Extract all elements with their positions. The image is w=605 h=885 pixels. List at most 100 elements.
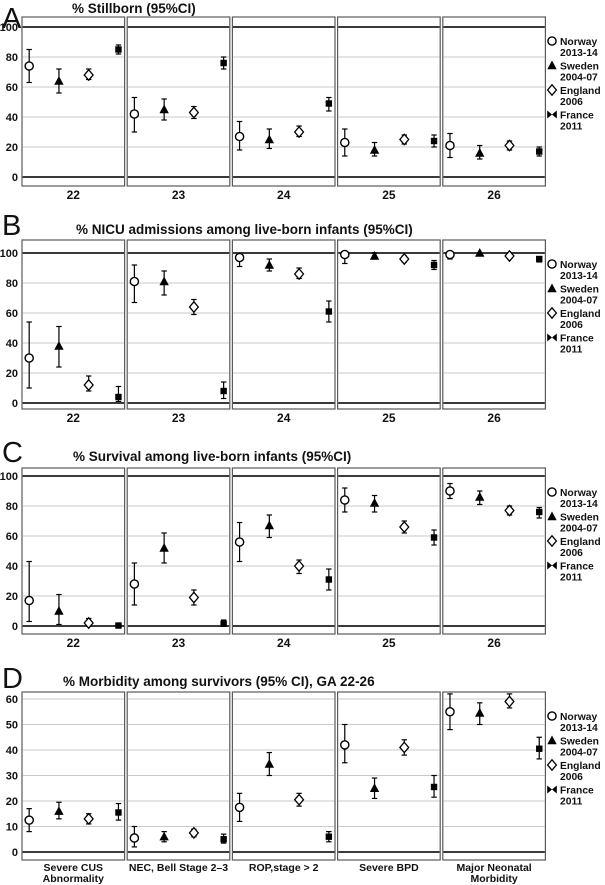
data-point-england bbox=[293, 125, 305, 139]
legend-triangle-icon bbox=[547, 735, 557, 745]
data-point-sweden bbox=[159, 276, 169, 286]
data-point-france bbox=[220, 387, 227, 395]
data-point-sweden bbox=[54, 76, 64, 85]
legend-diamond-icon bbox=[546, 83, 558, 97]
data-point-sweden bbox=[159, 104, 169, 114]
legend-sublabel: 2006 bbox=[560, 548, 583, 559]
data-point-norway bbox=[234, 537, 245, 547]
legend-sublabel: 2013-14 bbox=[560, 723, 598, 734]
panel-title: % NICU admissions among live-born infant… bbox=[76, 222, 413, 237]
data-point-sweden bbox=[369, 251, 380, 260]
data-point-sweden bbox=[264, 520, 275, 530]
legend-sublabel: 2011 bbox=[560, 797, 583, 808]
legend-label: Sweden bbox=[560, 737, 599, 748]
data-point-norway bbox=[129, 276, 140, 287]
data-point-france bbox=[220, 836, 227, 843]
series-england bbox=[83, 249, 515, 392]
data-point-sweden bbox=[54, 806, 64, 815]
data-point-england bbox=[504, 139, 515, 152]
y-tick-label: 0 bbox=[12, 621, 18, 633]
legend-label: Norway bbox=[560, 260, 597, 271]
data-point-norway bbox=[339, 137, 350, 148]
data-point-england bbox=[504, 695, 515, 708]
legend: Norway2013-14Sweden2004-07England2006Fra… bbox=[546, 711, 601, 808]
y-tick-label: 80 bbox=[6, 501, 18, 513]
data-point-norway bbox=[445, 249, 455, 260]
data-point-norway bbox=[339, 249, 350, 260]
y-tick-label: 30 bbox=[6, 770, 18, 782]
y-tick-label: 10 bbox=[6, 821, 18, 833]
x-tick-label: 24 bbox=[277, 636, 291, 650]
panel-c: C % Survival among live-born infants (95%… bbox=[0, 437, 601, 650]
y-tick-label: 40 bbox=[6, 338, 18, 350]
data-point-norway bbox=[24, 815, 34, 825]
legend-diamond-icon bbox=[546, 306, 558, 320]
x-tick-label: Morbidity bbox=[470, 873, 517, 885]
legend-label: France bbox=[560, 786, 594, 797]
y-tick-label: 40 bbox=[6, 112, 18, 124]
x-tick-label: 26 bbox=[487, 188, 501, 202]
y-tick-label: 20 bbox=[6, 591, 18, 603]
y-tick-label: 60 bbox=[6, 308, 18, 320]
data-point-france bbox=[536, 255, 543, 263]
data-point-england bbox=[293, 267, 305, 281]
legend-label: Sweden bbox=[560, 513, 599, 524]
y-tick-label: 0 bbox=[12, 847, 18, 859]
legend-label: Sweden bbox=[560, 62, 599, 73]
x-tick-label: NEC, Bell Stage 2–3 bbox=[129, 862, 228, 874]
panel-d: D % Morbidity among survivors (95% CI), G… bbox=[2, 663, 601, 885]
data-point-england bbox=[188, 300, 200, 314]
x-tick-label: Major Neonatal bbox=[456, 862, 531, 874]
x-tick-label: 25 bbox=[382, 188, 396, 202]
legend-circle-icon bbox=[547, 711, 557, 721]
data-point-sweden bbox=[54, 341, 64, 350]
data-point-sweden bbox=[159, 543, 169, 552]
data-point-norway bbox=[234, 252, 245, 263]
y-tick-label: 100 bbox=[0, 471, 18, 483]
panel-title: % Morbidity among survivors (95% CI), GA… bbox=[63, 674, 375, 689]
data-point-norway bbox=[24, 595, 34, 606]
plot-box bbox=[21, 16, 126, 187]
data-point-england bbox=[83, 68, 94, 82]
data-point-norway bbox=[24, 353, 34, 363]
plot-box bbox=[231, 16, 336, 187]
data-point-france bbox=[115, 46, 122, 53]
data-point-norway bbox=[445, 486, 455, 496]
plot-box bbox=[21, 239, 126, 410]
y-tick-label: 40 bbox=[6, 745, 18, 757]
legend-diamond-icon bbox=[546, 758, 558, 772]
series-france bbox=[115, 255, 543, 403]
legend-label: France bbox=[560, 334, 594, 345]
y-tick-label: 60 bbox=[6, 694, 18, 706]
series-england bbox=[83, 693, 515, 840]
data-point-norway bbox=[234, 131, 245, 142]
data-point-france bbox=[115, 622, 122, 629]
plot-box bbox=[337, 467, 441, 635]
series-sweden bbox=[54, 248, 485, 368]
data-point-sweden bbox=[475, 248, 485, 257]
x-tick-label: 24 bbox=[277, 188, 291, 202]
data-point-sweden bbox=[369, 145, 380, 154]
data-point-norway bbox=[129, 579, 140, 589]
x-tick-label: Severe BPD bbox=[359, 862, 419, 874]
legend: Norway2013-14Sweden2004-07England2006Fra… bbox=[546, 259, 601, 356]
legend-sublabel: 2004-07 bbox=[560, 73, 598, 84]
legend-sublabel: 2011 bbox=[560, 122, 583, 133]
data-point-norway bbox=[24, 61, 34, 71]
data-point-sweden bbox=[475, 492, 485, 501]
series-england bbox=[83, 68, 515, 152]
y-tick-label: 20 bbox=[6, 142, 18, 154]
y-tick-label: 50 bbox=[6, 719, 18, 731]
legend-bowtie-icon bbox=[547, 785, 557, 794]
legend-sublabel: 2004-07 bbox=[560, 748, 598, 759]
x-tick-label: 23 bbox=[172, 411, 186, 425]
data-point-sweden bbox=[475, 148, 485, 157]
data-point-sweden bbox=[54, 606, 64, 615]
series-france bbox=[115, 44, 543, 157]
data-point-sweden bbox=[369, 783, 380, 792]
